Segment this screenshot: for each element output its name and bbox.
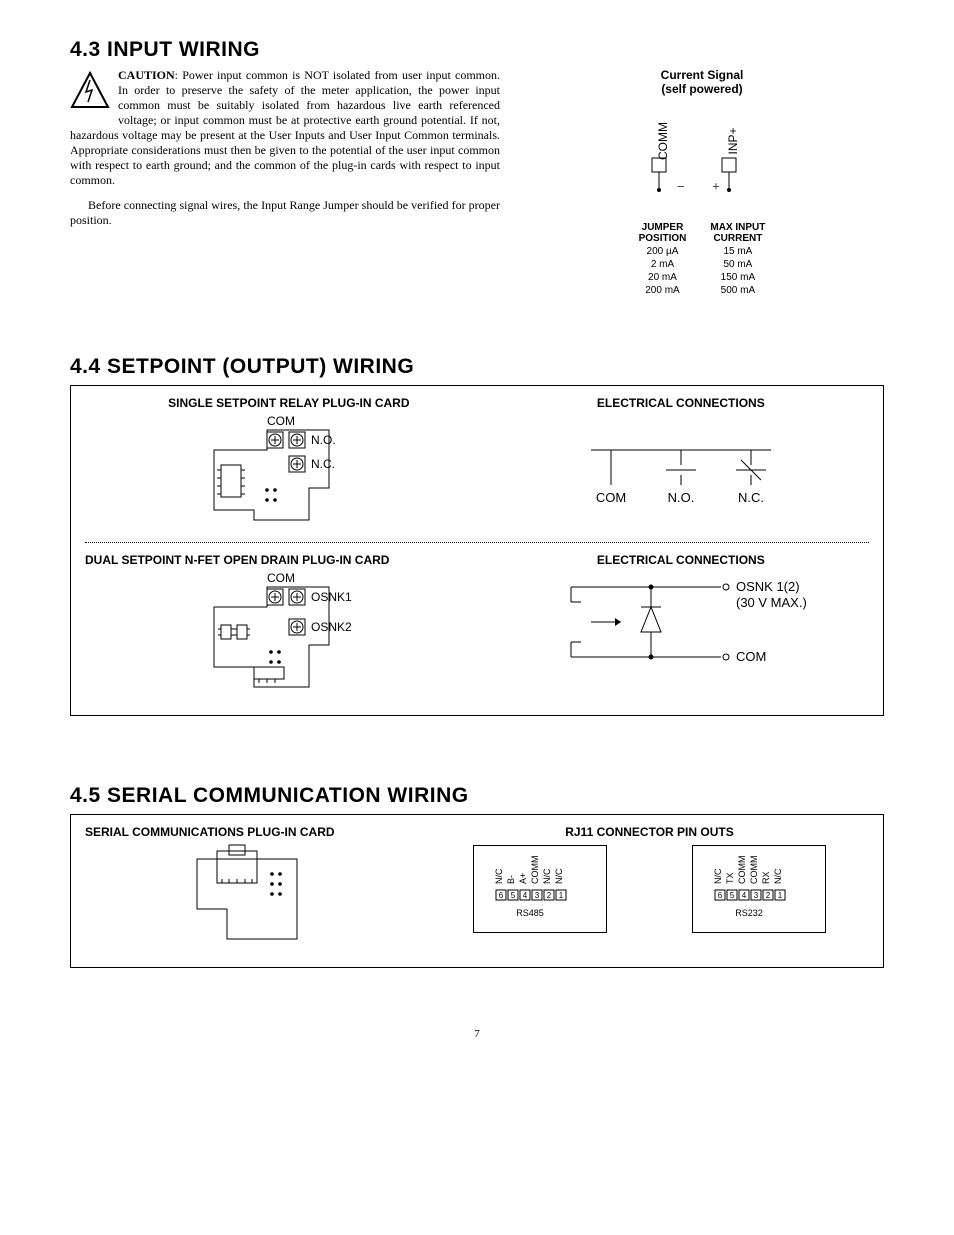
caution-body: : Power input common is NOT isolated fro…: [70, 68, 500, 187]
relay-connections-diagram: COM N.O. N.C.: [493, 410, 869, 524]
svg-text:RS485: RS485: [516, 908, 544, 918]
serial-card-title: SERIAL COMMUNICATIONS PLUG-IN CARD: [85, 825, 430, 839]
current-signal-diagram: COMM INP+ − +: [520, 96, 884, 215]
svg-text:COMM: COMM: [737, 856, 747, 885]
svg-text:3: 3: [754, 891, 759, 900]
svg-text:INP+: INP+: [726, 127, 740, 154]
setpoint-frame: SINGLE SETPOINT RELAY PLUG-IN CARD COM N…: [70, 385, 884, 716]
warning-icon: [70, 70, 110, 114]
fet-connections-diagram: OSNK 1(2) (30 V MAX.) COM: [493, 567, 869, 681]
jumper-table: JUMPERPOSITION MAX INPUTCURRENT 200 µA15…: [627, 221, 778, 297]
svg-text:(30 V MAX.): (30 V MAX.): [736, 595, 807, 610]
section-heading-44: 4.4 SETPOINT (OUTPUT) WIRING: [70, 355, 884, 379]
serial-frame: SERIAL COMMUNICATIONS PLUG-IN CARD RJ11 …: [70, 814, 884, 968]
svg-text:OSNK 1(2): OSNK 1(2): [736, 579, 800, 594]
svg-text:4: 4: [522, 891, 527, 900]
serial-card-diagram: [85, 839, 430, 953]
svg-text:RX: RX: [761, 871, 771, 884]
svg-text:N.C.: N.C.: [311, 457, 335, 471]
svg-text:−: −: [677, 180, 685, 195]
svg-text:N/C: N/C: [773, 868, 783, 884]
svg-text:B-: B-: [506, 875, 516, 884]
svg-text:COMM: COMM: [530, 856, 540, 885]
current-signal-title: Current Signal (self powered): [520, 68, 884, 96]
svg-text:OSNK1: OSNK1: [311, 590, 352, 604]
svg-text:COM: COM: [267, 571, 295, 585]
rs485-pinout: N/C B- A+ COMM N/C N/C 6 5 4 3 2: [473, 845, 607, 933]
svg-text:4: 4: [742, 891, 747, 900]
svg-text:COM: COM: [267, 414, 295, 428]
caution-lead: CAUTION: [118, 68, 175, 82]
rj11-title: RJ11 CONNECTOR PIN OUTS: [430, 825, 869, 839]
elec-conn-1: ELECTRICAL CONNECTIONS: [493, 396, 869, 410]
svg-text:2: 2: [546, 891, 551, 900]
svg-text:3: 3: [534, 891, 539, 900]
dotted-separator: [85, 542, 869, 543]
svg-text:6: 6: [718, 891, 723, 900]
svg-text:N.O.: N.O.: [311, 433, 336, 447]
svg-text:N/C: N/C: [542, 868, 552, 884]
card2-title: DUAL SETPOINT N-FET OPEN DRAIN PLUG-IN C…: [85, 553, 493, 567]
caution-block: CAUTION: Power input common is NOT isola…: [70, 68, 500, 188]
svg-text:N.O.: N.O.: [667, 490, 694, 505]
card2-diagram: COM OSNK1 OSNK2: [85, 567, 493, 701]
section-heading-45: 4.5 SERIAL COMMUNICATION WIRING: [70, 784, 884, 808]
card1-diagram: COM N.O. N.C.: [85, 410, 493, 534]
svg-text:COM: COM: [596, 490, 626, 505]
svg-text:1: 1: [558, 891, 563, 900]
svg-text:5: 5: [510, 891, 515, 900]
svg-text:RS232: RS232: [735, 908, 763, 918]
svg-text:6: 6: [498, 891, 503, 900]
svg-text:N/C: N/C: [554, 868, 564, 884]
page-number: 7: [70, 1028, 884, 1040]
svg-text:+: +: [712, 180, 720, 195]
rs232-pinout: N/C TX COMM COMM RX N/C 6 5 4 3 2: [692, 845, 826, 933]
svg-text:N/C: N/C: [713, 868, 723, 884]
svg-text:N.C.: N.C.: [738, 490, 764, 505]
svg-text:COMM: COMM: [749, 856, 759, 885]
svg-text:2: 2: [766, 891, 771, 900]
svg-text:5: 5: [730, 891, 735, 900]
svg-text:COM: COM: [736, 649, 766, 664]
svg-text:COMM: COMM: [656, 122, 670, 160]
elec-conn-2: ELECTRICAL CONNECTIONS: [493, 553, 869, 567]
svg-text:TX: TX: [725, 872, 735, 884]
section-heading-43: 4.3 INPUT WIRING: [70, 38, 884, 62]
card1-title: SINGLE SETPOINT RELAY PLUG-IN CARD: [85, 396, 493, 410]
jumper-note: Before connecting signal wires, the Inpu…: [70, 198, 500, 228]
svg-text:N/C: N/C: [494, 868, 504, 884]
svg-text:OSNK2: OSNK2: [311, 620, 352, 634]
svg-text:A+: A+: [518, 873, 528, 884]
svg-text:1: 1: [778, 891, 783, 900]
